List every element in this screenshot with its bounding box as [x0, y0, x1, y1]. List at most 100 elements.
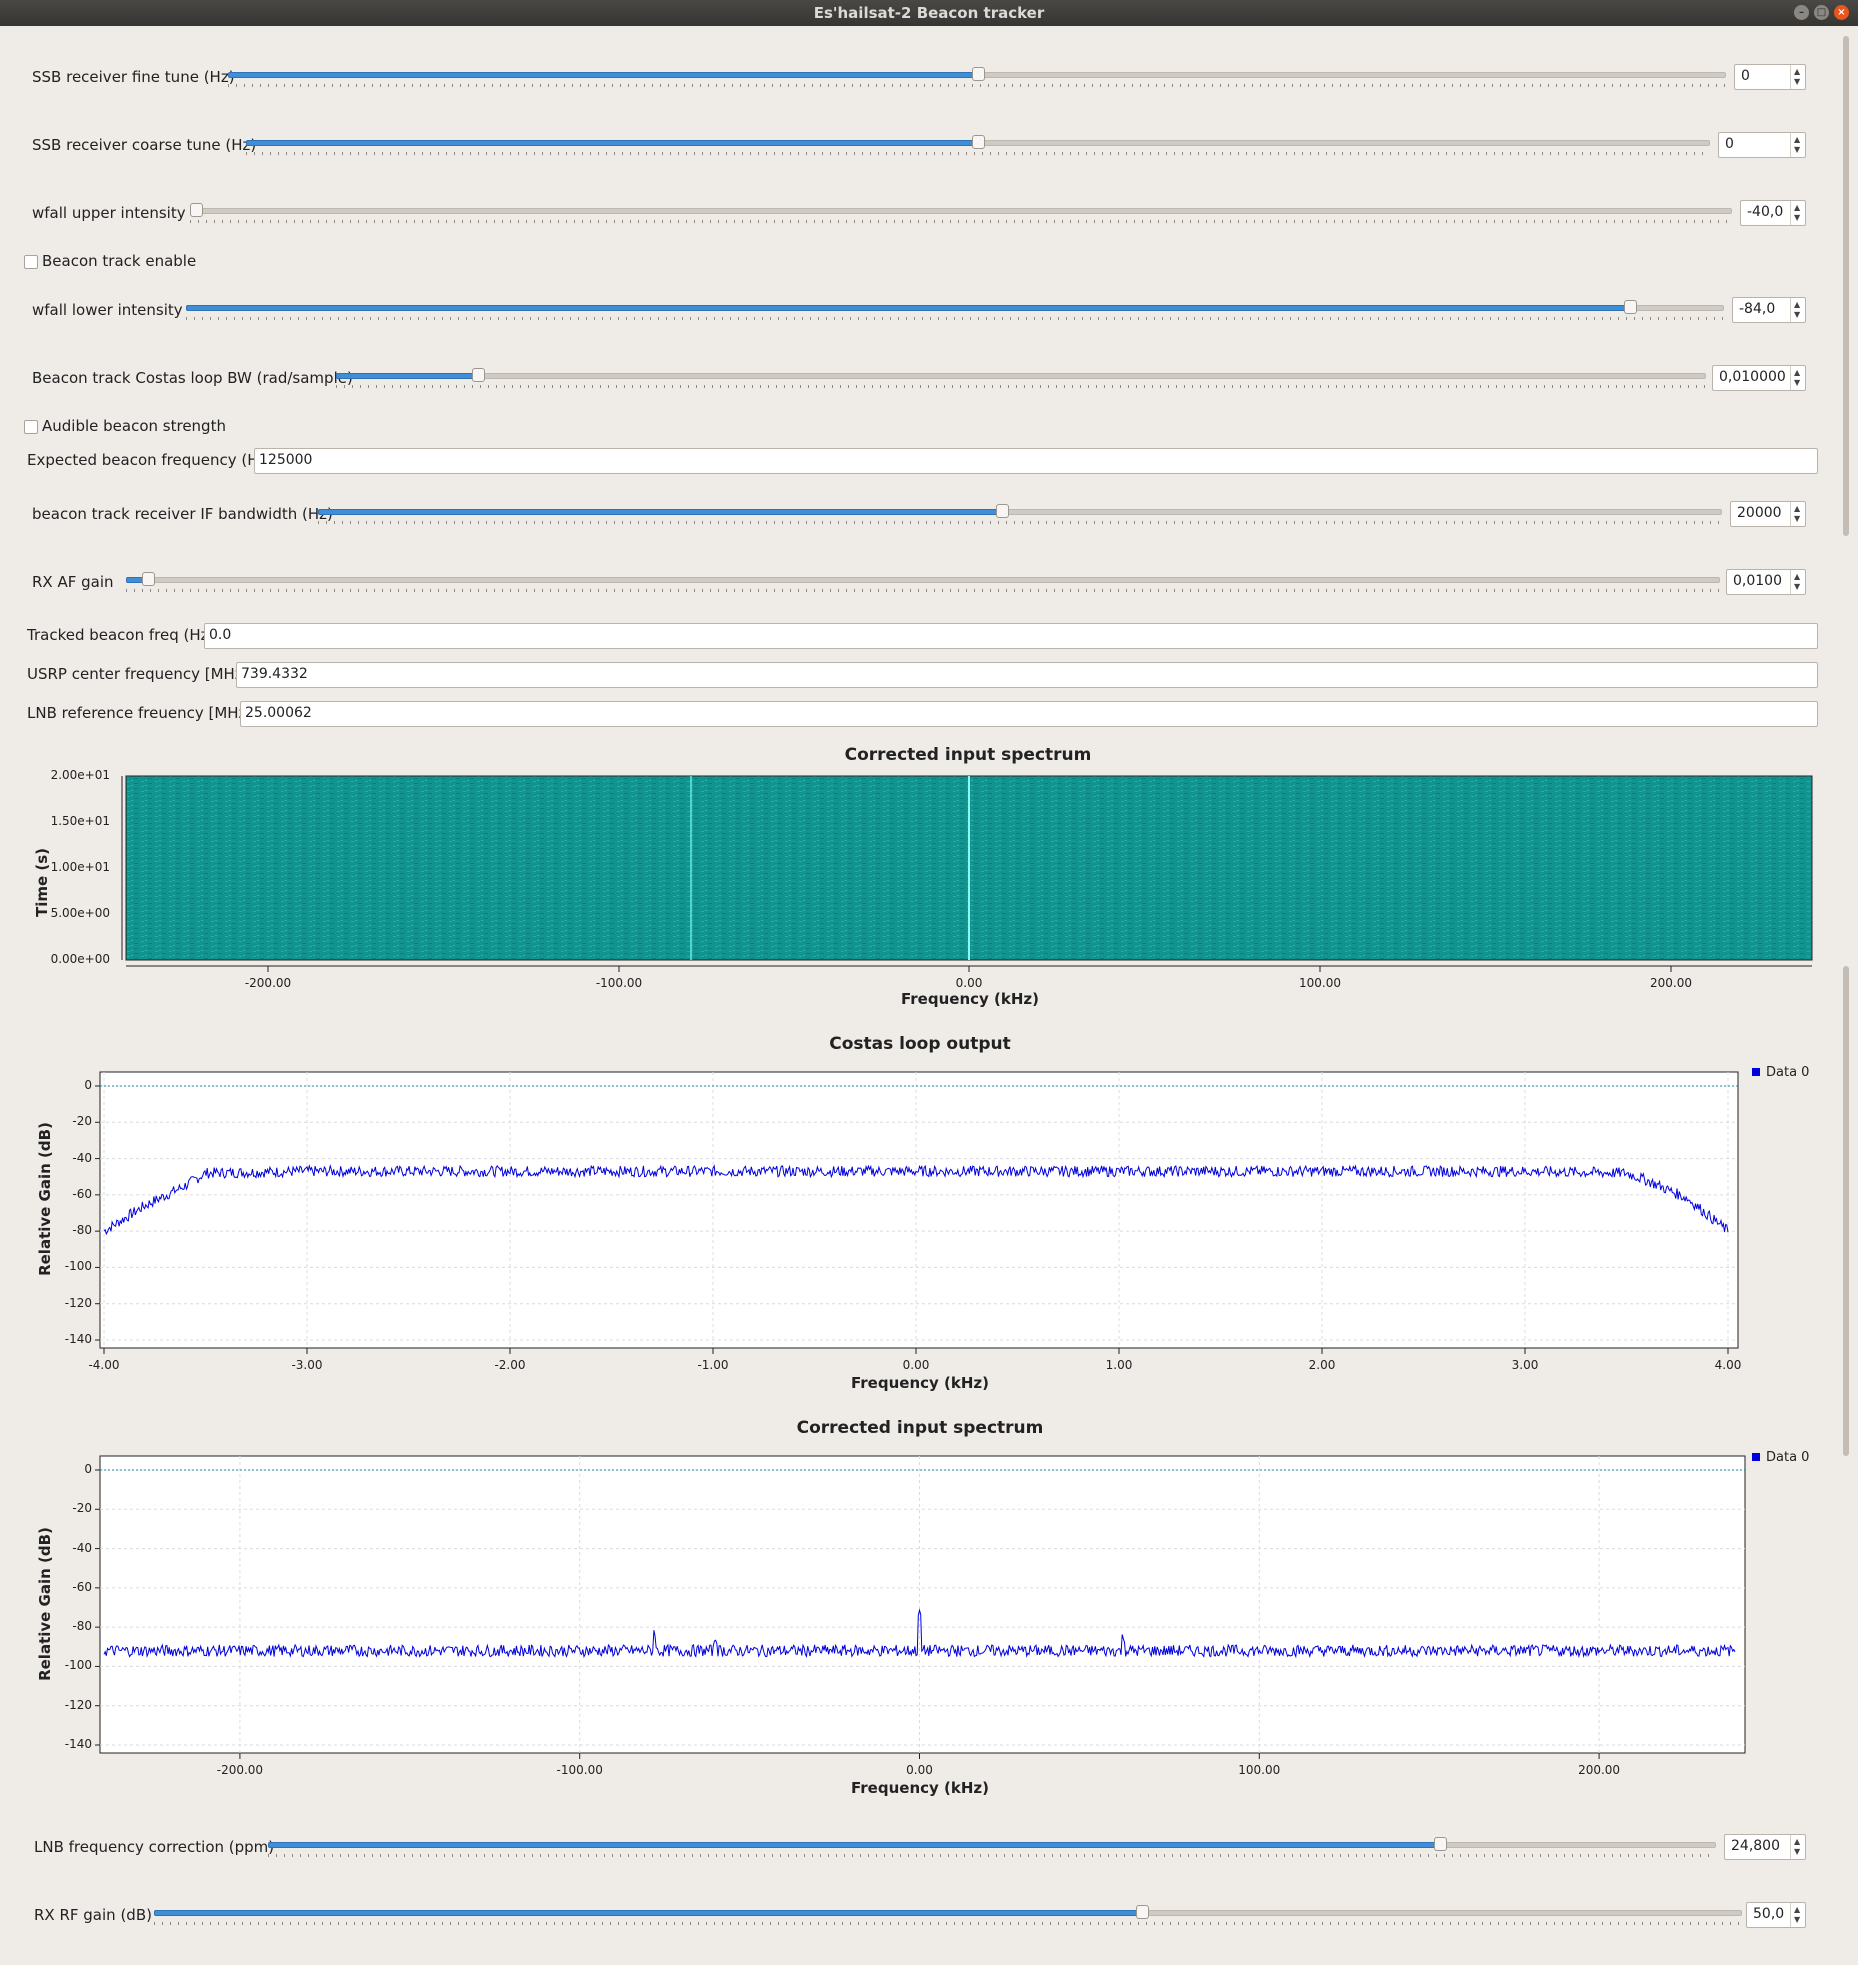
tracked-freq-label: Tracked beacon freq (Hz):: [27, 626, 220, 644]
costas-chart-xlabel: Frequency (kHz): [851, 1374, 989, 1392]
spectrum-legend: Data 0: [1752, 1450, 1809, 1465]
spin-up-icon[interactable]: ▲: [1794, 300, 1801, 309]
costas-chart-series-line: [103, 1163, 1729, 1236]
costas-chart-title: Costas loop output: [829, 1034, 1011, 1054]
costas-chart-ytick: -60: [72, 1186, 92, 1201]
maximize-icon[interactable]: □: [1814, 5, 1829, 20]
costas-chart-xtick: -2.00: [494, 1358, 526, 1372]
lnb-correction-label: LNB frequency correction (ppm): [34, 1838, 275, 1856]
vertical-scrollbar[interactable]: [1832, 26, 1858, 1965]
costas-chart-ytick: -120: [64, 1295, 92, 1310]
scrollbar-thumb[interactable]: [1843, 36, 1849, 536]
fine-tune-label: SSB receiver fine tune (Hz): [32, 68, 235, 86]
spin-down-icon[interactable]: ▼: [1794, 310, 1801, 319]
rx-rf-gain-slider[interactable]: [154, 1904, 1742, 1926]
waterfall-xlabel: Frequency (kHz): [901, 990, 1039, 1008]
scrollbar-thumb[interactable]: [1843, 966, 1849, 1456]
costas-chart-ytick: -100: [64, 1259, 92, 1274]
usrp-center-field[interactable]: 739.4332: [236, 662, 1818, 688]
spin-up-icon[interactable]: ▲: [1794, 203, 1801, 212]
spin-up-icon[interactable]: ▲: [1794, 67, 1801, 76]
costas-chart-xtick: 3.00: [1511, 1358, 1539, 1372]
spectrum-chart-title: Corrected input spectrum: [796, 1418, 1044, 1438]
rx-rf-gain-spinbox[interactable]: 50,0 ▲ ▼: [1746, 1902, 1806, 1928]
spin-up-icon[interactable]: ▲: [1794, 1905, 1801, 1914]
minimize-icon[interactable]: –: [1794, 5, 1809, 20]
waterfall-xtick: -100.00: [595, 976, 643, 990]
slider-handle[interactable]: [972, 67, 985, 81]
costas-chart-xtick: -4.00: [88, 1358, 120, 1372]
beacon-track-enable-checkbox[interactable]: [24, 255, 38, 269]
costas-legend: Data 0: [1752, 1065, 1809, 1080]
if-bandwidth-spinbox[interactable]: 20000 ▲ ▼: [1730, 501, 1806, 527]
costas-chart-ytick: -40: [72, 1150, 92, 1165]
rx-af-gain-spinbox[interactable]: 0,0100 ▲ ▼: [1726, 569, 1806, 595]
slider-handle[interactable]: [1624, 300, 1637, 314]
audible-strength-checkbox[interactable]: [24, 420, 38, 434]
coarse-tune-slider[interactable]: [246, 134, 1710, 156]
slider-handle[interactable]: [1434, 1837, 1447, 1851]
wfall-upper-slider[interactable]: [190, 202, 1732, 224]
costas-chart-xtick: 1.00: [1105, 1358, 1133, 1372]
beacon-track-enable-label: Beacon track enable: [42, 252, 197, 270]
wfall-lower-spinbox[interactable]: -84,0 ▲ ▼: [1732, 297, 1806, 323]
costas-bw-slider[interactable]: [336, 367, 1706, 389]
spin-up-icon[interactable]: ▲: [1794, 135, 1801, 144]
spectrum-chart-ytick: -40: [72, 1540, 92, 1555]
if-bandwidth-label: beacon track receiver IF bandwidth (Hz): [32, 505, 333, 523]
costas-bw-spinbox[interactable]: 0,010000 ▲ ▼: [1712, 365, 1806, 391]
fine-tune-spinbox[interactable]: 0 ▲ ▼: [1734, 64, 1806, 90]
lnb-correction-slider[interactable]: [268, 1836, 1716, 1858]
spectrum-chart-xlabel: Frequency (kHz): [851, 1779, 989, 1797]
waterfall-ytick: 2.00e+01: [50, 768, 110, 782]
spectrum-chart-xtick: -200.00: [216, 1763, 264, 1777]
expected-freq-label: Expected beacon frequency (Hz):: [27, 451, 278, 469]
wfall-upper-spinbox[interactable]: -40,0 ▲ ▼: [1740, 200, 1806, 226]
waterfall-xtick: 0.00: [955, 976, 983, 990]
wfall-lower-slider[interactable]: [186, 299, 1724, 321]
slider-handle[interactable]: [972, 135, 985, 149]
close-icon[interactable]: ×: [1834, 5, 1849, 20]
spin-down-icon[interactable]: ▼: [1794, 514, 1801, 523]
spin-up-icon[interactable]: ▲: [1794, 504, 1801, 513]
lnb-correction-spinbox[interactable]: 24,800 ▲ ▼: [1724, 1834, 1806, 1860]
spin-down-icon[interactable]: ▼: [1794, 77, 1801, 86]
spin-up-icon[interactable]: ▲: [1794, 572, 1801, 581]
costas-bw-label: Beacon track Costas loop BW (rad/sample): [32, 369, 353, 387]
spin-down-icon[interactable]: ▼: [1794, 145, 1801, 154]
if-bandwidth-slider[interactable]: [318, 503, 1722, 525]
rx-af-gain-slider[interactable]: [126, 571, 1720, 593]
costas-chart-xtick: -3.00: [291, 1358, 323, 1372]
spin-down-icon[interactable]: ▼: [1794, 213, 1801, 222]
coarse-tune-spinbox[interactable]: 0 ▲ ▼: [1718, 132, 1806, 158]
waterfall-ytick: 1.50e+01: [50, 814, 110, 828]
audible-strength-label: Audible beacon strength: [42, 417, 226, 435]
spectrum-chart-canvas: [99, 1455, 1746, 1754]
coarse-tune-label: SSB receiver coarse tune (Hz): [32, 136, 257, 154]
fine-tune-slider[interactable]: [228, 66, 1726, 88]
spin-down-icon[interactable]: ▼: [1794, 378, 1801, 387]
expected-freq-field[interactable]: 125000: [254, 448, 1818, 474]
spin-down-icon[interactable]: ▼: [1794, 1847, 1801, 1856]
costas-chart-ytick: -80: [72, 1223, 92, 1238]
slider-handle[interactable]: [190, 203, 203, 217]
costas-chart-xtick: 0.00: [902, 1358, 930, 1372]
slider-handle[interactable]: [472, 368, 485, 382]
spin-down-icon[interactable]: ▼: [1794, 582, 1801, 591]
spin-up-icon[interactable]: ▲: [1794, 368, 1801, 377]
spin-down-icon[interactable]: ▼: [1794, 1915, 1801, 1924]
costas-chart-ytick: -140: [64, 1332, 92, 1346]
tracked-freq-field[interactable]: 0.0: [204, 623, 1818, 649]
legend-swatch-icon: [1752, 1068, 1760, 1076]
rx-af-gain-label: RX AF gain: [32, 573, 114, 591]
slider-handle[interactable]: [1136, 1905, 1149, 1919]
slider-handle[interactable]: [996, 504, 1009, 518]
spectrum-chart-xtick: 100.00: [1238, 1763, 1281, 1777]
spectrum-chart-xtick: -100.00: [556, 1763, 603, 1777]
spectrum-chart-ytick: -60: [72, 1579, 92, 1594]
lnb-ref-field[interactable]: 25.00062: [240, 701, 1818, 727]
slider-handle[interactable]: [142, 572, 155, 586]
spin-up-icon[interactable]: ▲: [1794, 1837, 1801, 1846]
